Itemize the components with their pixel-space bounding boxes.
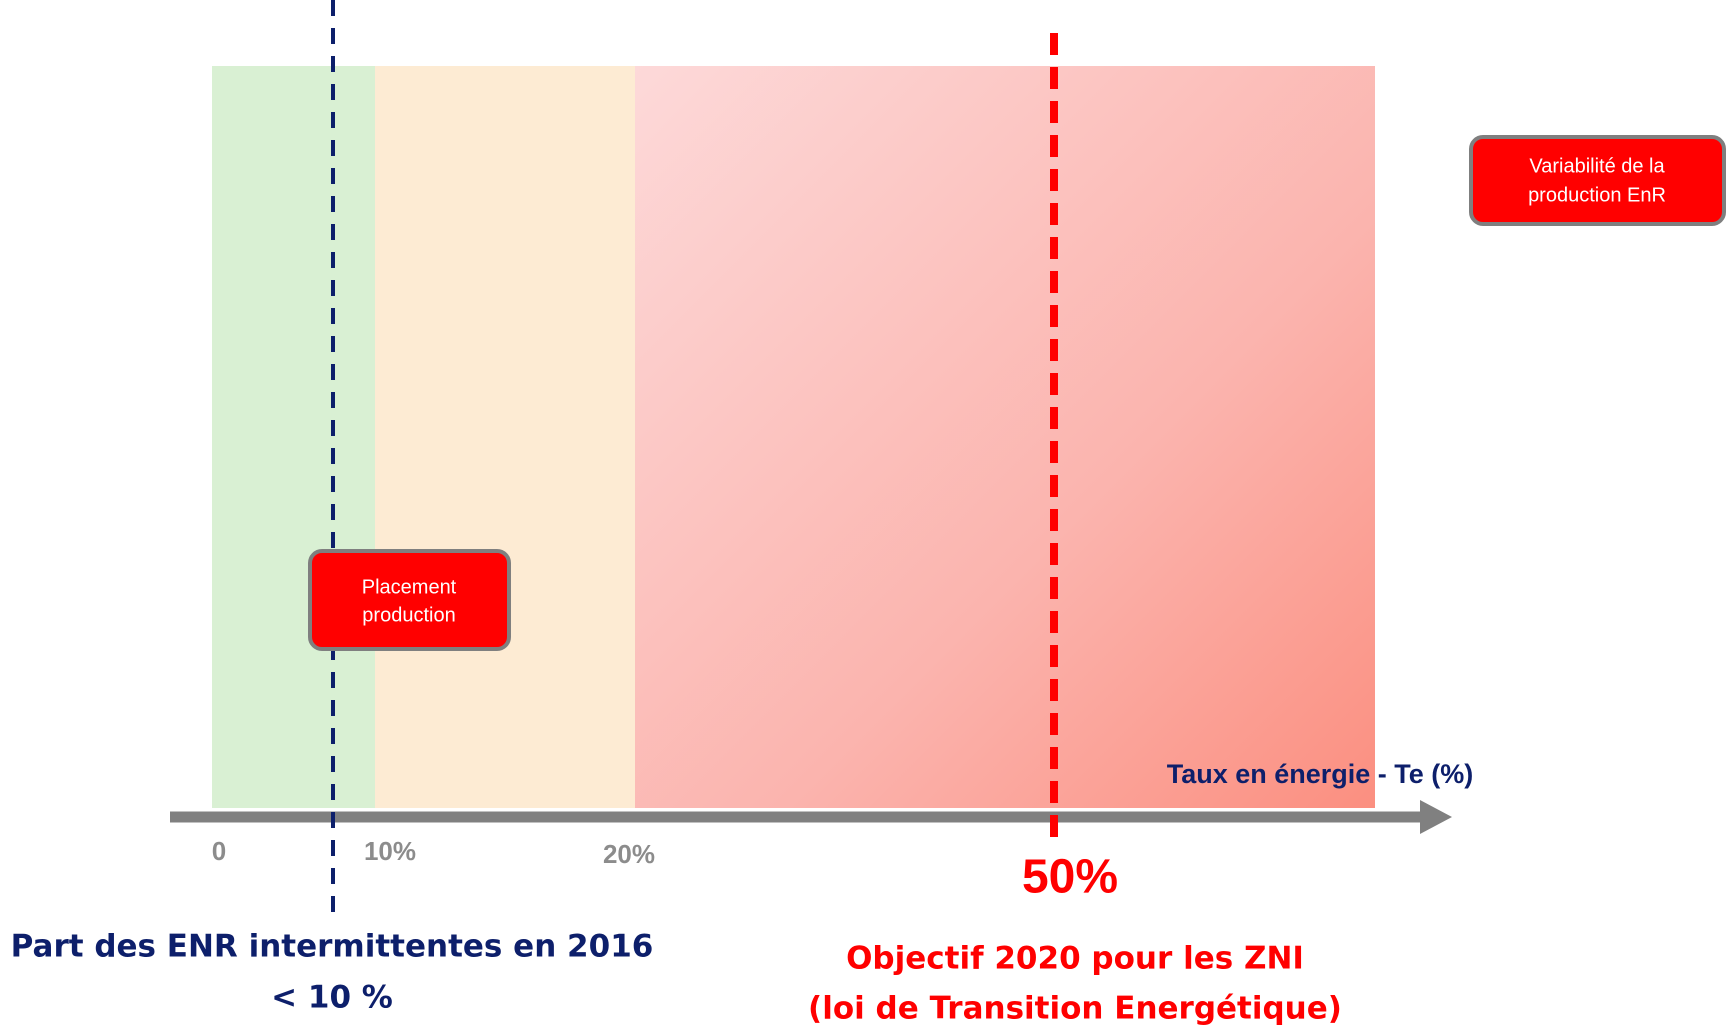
box xyxy=(1469,135,1726,226)
tick-label: 0 xyxy=(212,836,226,866)
annotation: < 10 % xyxy=(271,980,393,1016)
axis-arrow xyxy=(1420,800,1452,834)
annotation: Part des ENR intermittentes en 2016 xyxy=(11,929,654,965)
tick-label: 20% xyxy=(603,839,655,869)
box-label: production xyxy=(362,604,455,626)
box xyxy=(308,549,511,651)
zone-red xyxy=(635,66,1375,808)
tick-label: 10% xyxy=(364,836,416,866)
box-label: Placement xyxy=(362,576,457,598)
axis-title: Taux en énergie - Te (%) xyxy=(1167,759,1474,789)
box-label: production EnR xyxy=(1528,184,1666,206)
annotation: Objectif 2020 pour les ZNI xyxy=(846,941,1304,977)
zone-green xyxy=(212,66,375,808)
tick-label-target: 50% xyxy=(1022,851,1118,904)
annotation: (loi de Transition Energétique) xyxy=(808,991,1342,1027)
box-label: Variabilité de la xyxy=(1529,155,1665,177)
zone-orange xyxy=(375,66,635,808)
